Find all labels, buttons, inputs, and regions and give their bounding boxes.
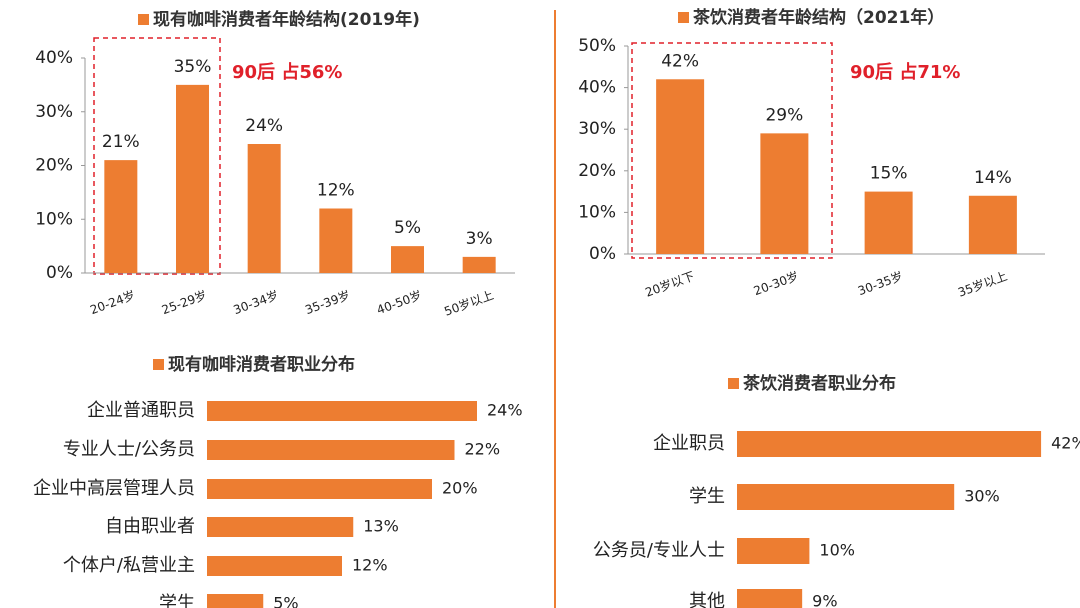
value-label: 22% [465, 440, 501, 459]
x-tick-label: 35-39岁 [303, 287, 352, 317]
annotation: 90后 占56% [232, 61, 342, 83]
value-label: 5% [273, 594, 298, 608]
bar [207, 479, 432, 499]
value-label: 5% [394, 218, 421, 238]
bar [207, 517, 354, 537]
y-tick-label: 10% [35, 209, 73, 229]
chart-title: 现有咖啡消费者年龄结构(2019年) [153, 9, 420, 30]
legend-swatch [138, 14, 149, 25]
bar [737, 538, 810, 564]
bar [207, 556, 342, 576]
x-tick-label: 20-24岁 [88, 287, 137, 317]
value-label: 12% [317, 181, 355, 201]
value-label: 20% [442, 479, 478, 498]
legend-swatch [153, 359, 164, 370]
chart-title: 现有咖啡消费者职业分布 [168, 354, 355, 375]
highlight-box [93, 37, 221, 275]
category-label: 其他 [689, 591, 725, 608]
y-tick-label: 30% [578, 119, 616, 139]
bar [391, 246, 424, 273]
value-label: 12% [352, 556, 388, 575]
value-label: 14% [974, 168, 1012, 188]
legend-swatch [728, 378, 739, 389]
category-label: 企业普通职员 [87, 400, 195, 421]
category-label: 企业中高层管理人员 [33, 478, 195, 499]
y-tick-label: 10% [578, 202, 616, 222]
x-tick-label: 30-34岁 [231, 287, 280, 317]
value-label: 30% [964, 487, 1000, 506]
bar [207, 594, 264, 608]
value-label: 29% [765, 105, 803, 125]
bar [737, 589, 803, 608]
x-tick-label: 50岁以上 [442, 287, 495, 319]
chart-title: 茶饮消费者年龄结构（2021年） [693, 7, 944, 28]
y-tick-label: 0% [589, 244, 616, 264]
x-tick-label: 40-50岁 [375, 287, 424, 317]
bar [176, 84, 209, 273]
value-label: 35% [174, 57, 212, 77]
x-tick-label: 25-29岁 [160, 287, 209, 317]
category-label: 自由职业者 [105, 516, 195, 537]
bar [737, 431, 1042, 457]
y-tick-label: 20% [35, 156, 73, 176]
bar [864, 191, 913, 254]
y-tick-label: 0% [46, 263, 73, 283]
bar [656, 79, 705, 254]
chart-title: 茶饮消费者职业分布 [743, 373, 896, 394]
highlight-box [631, 42, 833, 259]
value-label: 42% [1051, 434, 1080, 453]
category-label: 专业人士/公务员 [63, 439, 195, 460]
value-label: 42% [661, 51, 699, 71]
category-label: 学生 [159, 593, 195, 608]
bar [968, 195, 1017, 254]
bar [462, 256, 496, 273]
bar [319, 208, 353, 273]
x-tick-label: 20岁以下 [643, 268, 696, 300]
value-label: 10% [819, 541, 855, 560]
x-tick-label: 20-30岁 [751, 268, 800, 298]
y-tick-label: 30% [35, 102, 73, 122]
value-label: 15% [870, 164, 908, 184]
value-label: 9% [812, 592, 837, 608]
value-label: 13% [363, 517, 399, 536]
y-tick-label: 50% [578, 36, 616, 56]
category-label: 企业职员 [653, 433, 725, 454]
bar [737, 484, 955, 510]
annotation: 90后 占71% [850, 61, 960, 83]
x-tick-label: 30-35岁 [856, 268, 905, 298]
value-label: 24% [245, 116, 283, 136]
x-tick-label: 35岁以上 [956, 268, 1009, 300]
value-label: 21% [102, 132, 140, 152]
y-tick-label: 40% [35, 48, 73, 68]
bar [760, 133, 809, 254]
y-tick-label: 40% [578, 78, 616, 98]
category-label: 公务员/专业人士 [593, 540, 725, 561]
bar [207, 440, 455, 460]
value-label: 3% [466, 229, 493, 249]
y-tick-label: 20% [578, 161, 616, 181]
value-label: 24% [487, 401, 523, 420]
category-label: 学生 [689, 486, 725, 507]
category-label: 个体户/私营业主 [63, 555, 195, 576]
bar [104, 160, 138, 273]
bar [207, 401, 477, 421]
bar [247, 144, 281, 273]
legend-swatch [678, 12, 689, 23]
